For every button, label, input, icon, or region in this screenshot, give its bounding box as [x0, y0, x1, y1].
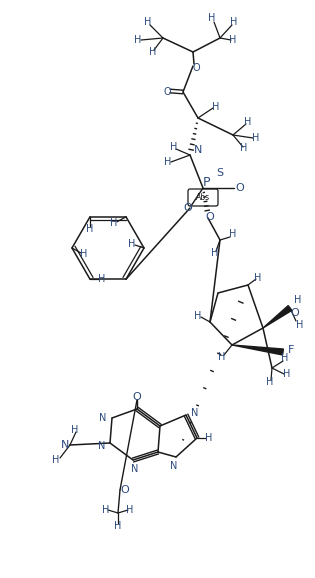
Text: H: H — [240, 143, 248, 153]
Polygon shape — [232, 345, 284, 355]
Text: H: H — [144, 17, 152, 27]
Text: H: H — [149, 47, 157, 57]
Text: H: H — [164, 157, 172, 167]
Text: F: F — [288, 345, 294, 355]
Text: H: H — [126, 505, 134, 515]
Text: H: H — [283, 369, 291, 379]
Text: N: N — [131, 464, 139, 474]
FancyBboxPatch shape — [188, 189, 218, 206]
Text: O: O — [133, 392, 141, 402]
Text: N: N — [99, 413, 107, 423]
Text: H: H — [266, 377, 274, 387]
Text: N: N — [194, 145, 202, 155]
Polygon shape — [263, 306, 292, 328]
Text: H: H — [208, 13, 216, 23]
Text: N: N — [98, 441, 106, 451]
Text: H: H — [254, 273, 262, 283]
Text: O: O — [236, 183, 244, 193]
Text: N: N — [191, 408, 199, 418]
Text: N: N — [170, 461, 178, 471]
Text: O: O — [192, 63, 200, 73]
Text: H: H — [52, 455, 60, 465]
Text: O: O — [206, 212, 215, 222]
Text: N: N — [61, 440, 69, 450]
Text: H: H — [71, 425, 79, 435]
Text: H: H — [205, 433, 213, 443]
Text: O: O — [121, 485, 129, 495]
Text: H: H — [128, 239, 136, 249]
Text: H: H — [218, 352, 226, 362]
Text: H: H — [102, 505, 110, 515]
Text: O: O — [163, 87, 171, 97]
Text: H: H — [229, 229, 237, 239]
Text: O: O — [291, 308, 299, 318]
Text: Abs: Abs — [196, 192, 210, 202]
Text: H: H — [229, 35, 237, 45]
Text: H: H — [244, 117, 252, 127]
Text: H: H — [252, 133, 260, 143]
Text: H: H — [212, 102, 220, 112]
Text: H: H — [134, 35, 142, 45]
Text: H: H — [86, 224, 94, 234]
Text: H: H — [110, 218, 118, 228]
Text: S: S — [216, 168, 224, 178]
Text: H: H — [230, 17, 238, 27]
Text: H: H — [211, 248, 219, 258]
Text: H: H — [296, 320, 304, 330]
Text: H: H — [194, 311, 202, 321]
Text: H: H — [80, 249, 88, 259]
Text: P: P — [203, 176, 211, 188]
Text: H: H — [294, 295, 302, 305]
Text: O: O — [184, 203, 192, 213]
Text: H: H — [114, 521, 122, 531]
Text: H: H — [170, 142, 178, 152]
Text: H: H — [281, 353, 289, 363]
Text: H: H — [98, 274, 106, 284]
